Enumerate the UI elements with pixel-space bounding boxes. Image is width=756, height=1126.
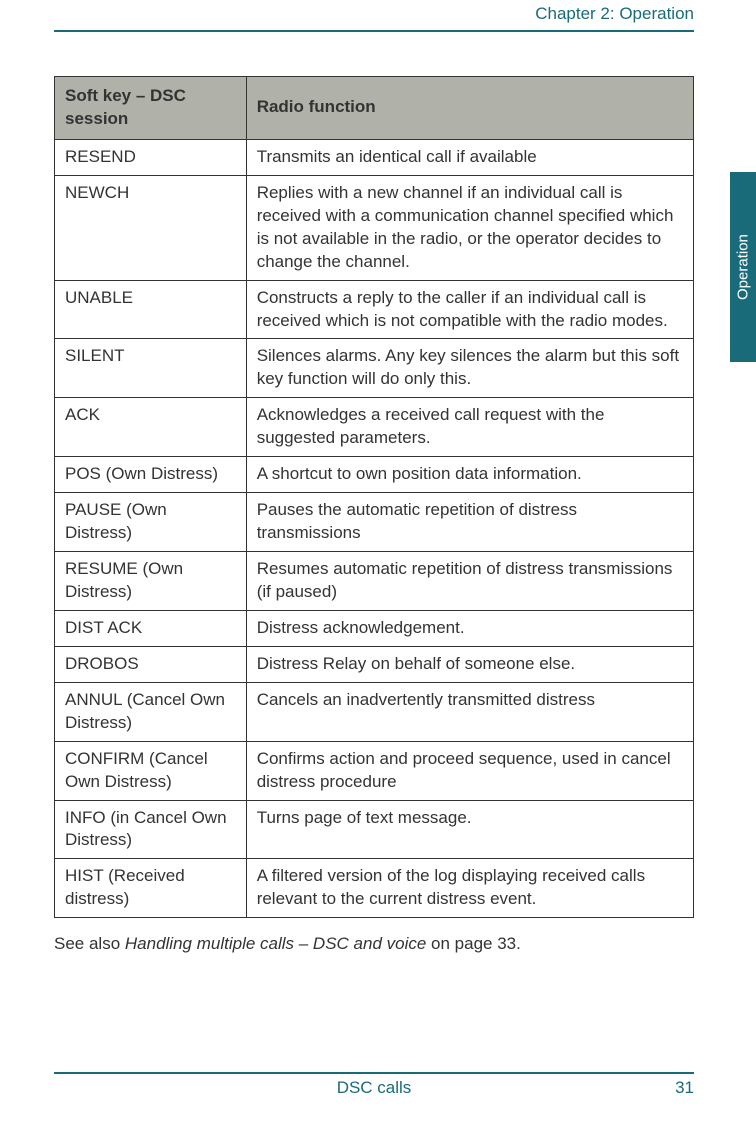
- page: Chapter 2: Operation Operation Soft key …: [0, 0, 756, 1126]
- cell-softkey: CONFIRM (Cancel Own Distress): [55, 741, 247, 800]
- cell-softkey: HIST (Received distress): [55, 859, 247, 918]
- table-row: CONFIRM (Cancel Own Distress) Confirms a…: [55, 741, 694, 800]
- cell-softkey: PAUSE (Own Distress): [55, 493, 247, 552]
- table-row: RESUME (Own Distress) Resumes automatic …: [55, 552, 694, 611]
- table-header-function: Radio function: [246, 77, 693, 140]
- cell-softkey: DROBOS: [55, 646, 247, 682]
- cell-function: Distress Relay on behalf of someone else…: [246, 646, 693, 682]
- see-also-prefix: See also: [54, 934, 125, 953]
- cell-softkey: RESEND: [55, 139, 247, 175]
- cell-softkey: ACK: [55, 398, 247, 457]
- cell-softkey: DIST ACK: [55, 610, 247, 646]
- content-area: Soft key – DSC session Radio function RE…: [54, 76, 694, 956]
- table-row: SILENT Silences alarms. Any key silences…: [55, 339, 694, 398]
- table-row: NEWCH Replies with a new channel if an i…: [55, 175, 694, 280]
- cell-softkey: UNABLE: [55, 280, 247, 339]
- see-also-suffix: on page 33.: [426, 934, 521, 953]
- footer-rule: [54, 1072, 694, 1074]
- cell-function: Constructs a reply to the caller if an i…: [246, 280, 693, 339]
- table-row: INFO (in Cancel Own Distress) Turns page…: [55, 800, 694, 859]
- footer: DSC calls 31: [54, 1078, 694, 1102]
- cell-function: Turns page of text message.: [246, 800, 693, 859]
- cell-function: Acknowledges a received call request wit…: [246, 398, 693, 457]
- cell-function: Cancels an inadvertently transmitted dis…: [246, 682, 693, 741]
- cell-function: Confirms action and proceed sequence, us…: [246, 741, 693, 800]
- side-tab-operation: Operation: [730, 172, 756, 362]
- cell-function: Replies with a new channel if an individ…: [246, 175, 693, 280]
- see-also-link: Handling multiple calls – DSC and voice: [125, 934, 426, 953]
- cell-softkey: ANNUL (Cancel Own Distress): [55, 682, 247, 741]
- cell-softkey: INFO (in Cancel Own Distress): [55, 800, 247, 859]
- cell-softkey: RESUME (Own Distress): [55, 552, 247, 611]
- table-row: POS (Own Distress) A shortcut to own pos…: [55, 457, 694, 493]
- chapter-header: Chapter 2: Operation: [535, 4, 694, 24]
- table-header-row: Soft key – DSC session Radio function: [55, 77, 694, 140]
- cell-function: Pauses the automatic repetition of distr…: [246, 493, 693, 552]
- cell-softkey: POS (Own Distress): [55, 457, 247, 493]
- table-row: DIST ACK Distress acknowledgement.: [55, 610, 694, 646]
- cell-function: Transmits an identical call if available: [246, 139, 693, 175]
- table-row: PAUSE (Own Distress) Pauses the automati…: [55, 493, 694, 552]
- table-row: HIST (Received distress) A filtered vers…: [55, 859, 694, 918]
- table-header-softkey: Soft key – DSC session: [55, 77, 247, 140]
- cell-function: Distress acknowledgement.: [246, 610, 693, 646]
- footer-section-title: DSC calls: [337, 1078, 412, 1098]
- softkey-table: Soft key – DSC session Radio function RE…: [54, 76, 694, 918]
- table-row: ACK Acknowledges a received call request…: [55, 398, 694, 457]
- cell-function: Resumes automatic repetition of distress…: [246, 552, 693, 611]
- footer-page-number: 31: [675, 1078, 694, 1098]
- table-row: RESEND Transmits an identical call if av…: [55, 139, 694, 175]
- header-rule: [54, 30, 694, 32]
- see-also-text: See also Handling multiple calls – DSC a…: [54, 932, 694, 956]
- table-row: DROBOS Distress Relay on behalf of someo…: [55, 646, 694, 682]
- cell-softkey: SILENT: [55, 339, 247, 398]
- table-row: UNABLE Constructs a reply to the caller …: [55, 280, 694, 339]
- table-row: ANNUL (Cancel Own Distress) Cancels an i…: [55, 682, 694, 741]
- cell-function: A shortcut to own position data informat…: [246, 457, 693, 493]
- cell-function: A filtered version of the log displaying…: [246, 859, 693, 918]
- cell-function: Silences alarms. Any key silences the al…: [246, 339, 693, 398]
- cell-softkey: NEWCH: [55, 175, 247, 280]
